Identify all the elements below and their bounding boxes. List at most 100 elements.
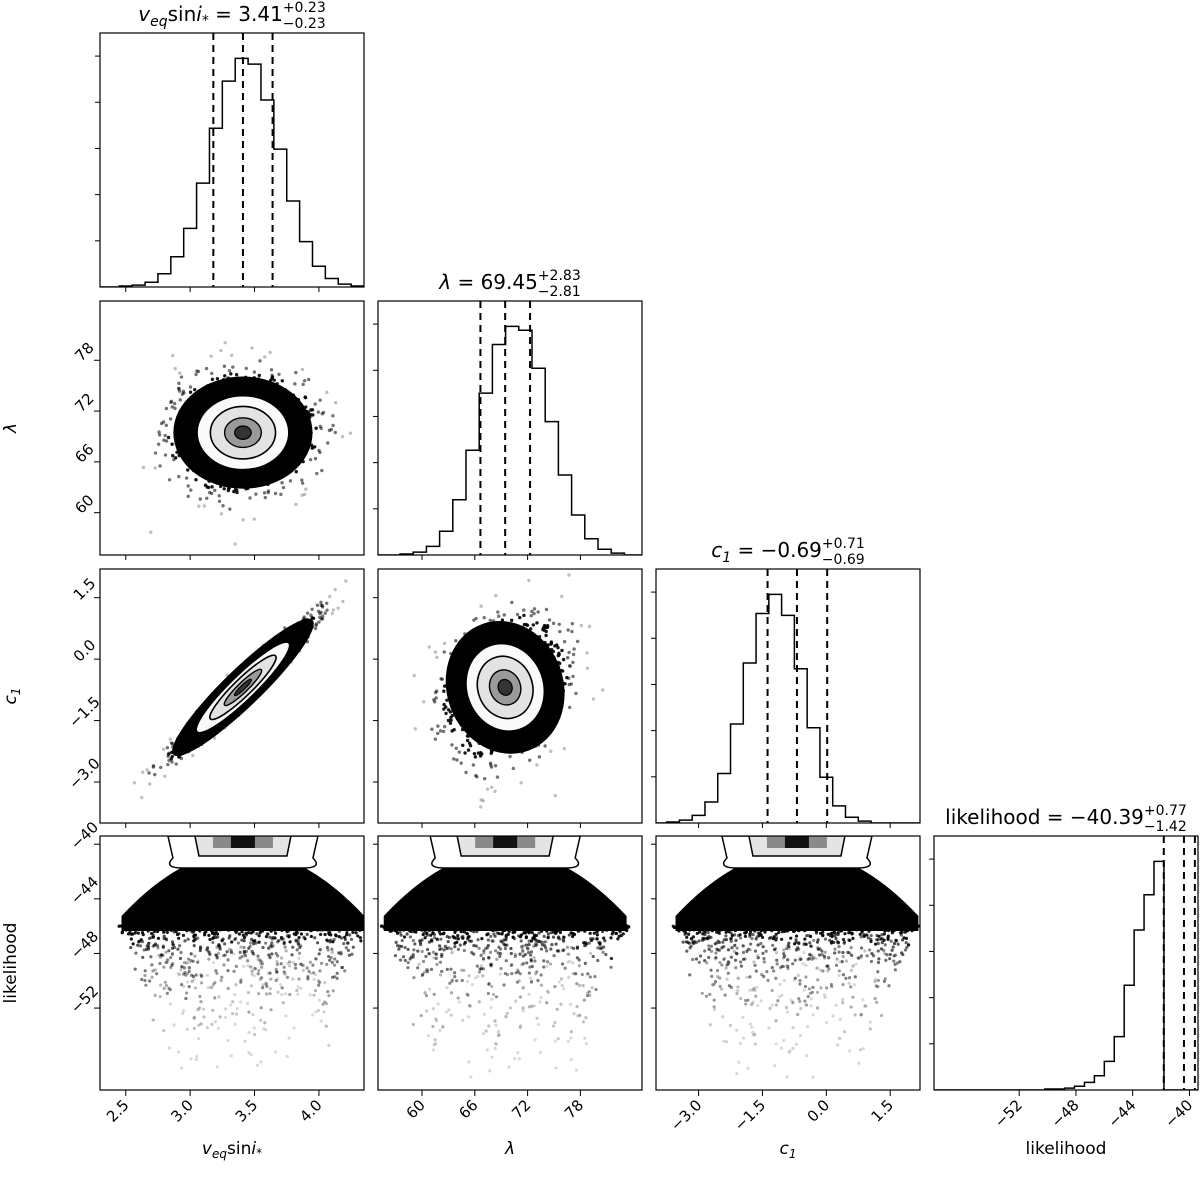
scatter-point: [293, 966, 298, 970]
scatter-point: [226, 1038, 230, 1043]
scatter-point: [129, 946, 133, 950]
scatter-point: [165, 930, 169, 934]
scatter-point: [322, 1000, 327, 1004]
scatter-point: [176, 947, 180, 951]
scatter-point: [309, 934, 313, 939]
scatter-point: [211, 1008, 215, 1012]
scatter-point: [471, 763, 476, 767]
scatter-point: [120, 930, 125, 934]
scatter-point: [256, 924, 260, 928]
scatter-point: [183, 924, 187, 928]
scatter-point: [232, 489, 236, 494]
scatter-point: [169, 400, 173, 405]
scatter-point: [226, 928, 231, 932]
scatter-point: [450, 713, 454, 718]
scatter-point: [465, 738, 470, 743]
scatter-point: [422, 700, 426, 704]
scatter-point: [150, 963, 154, 967]
scatter-point: [318, 398, 322, 402]
scatter-point: [275, 960, 279, 964]
scatter-point: [579, 623, 583, 628]
scatter-point: [205, 948, 209, 952]
scatter-point: [318, 928, 322, 932]
scatter-point: [260, 960, 264, 964]
scatter-point: [238, 950, 242, 954]
scatter-point: [198, 948, 202, 953]
scatter-point: [320, 614, 325, 618]
scatter-point: [258, 958, 263, 962]
scatter-point: [571, 674, 575, 679]
scatter-point: [193, 986, 197, 990]
scatter-point: [348, 933, 352, 937]
scatter-point: [574, 691, 578, 696]
scatter-point: [326, 989, 330, 994]
scatter-point: [246, 928, 251, 932]
scatter-point: [192, 944, 196, 948]
scatter-point: [352, 927, 357, 931]
scatter-point: [567, 650, 571, 655]
scatter-point: [252, 966, 256, 970]
scatter-point: [562, 746, 567, 751]
histogram-panel-1: [373, 300, 643, 556]
scatter-point: [177, 381, 181, 386]
density-fill: [121, 851, 364, 931]
scatter-point: [165, 958, 170, 962]
scatter-point: [273, 931, 278, 935]
scatter-point: [170, 952, 175, 956]
scatter-point: [265, 992, 269, 996]
axes-frame-2-0: [99, 568, 365, 824]
scatter-point: [532, 611, 536, 616]
scatter-point: [261, 945, 265, 950]
scatter-point: [171, 942, 175, 946]
scatter-point: [474, 773, 478, 778]
scatter-point: [207, 933, 211, 937]
scatter-point: [272, 378, 276, 382]
scatter-point: [567, 664, 572, 668]
scatter-point: [519, 781, 523, 785]
scatter-point: [351, 945, 355, 949]
scatter-point: [179, 756, 184, 761]
scatter-point: [186, 980, 190, 984]
scatter-point: [223, 340, 227, 345]
scatter-point: [455, 758, 459, 762]
scatter-point: [522, 613, 526, 618]
scatter-point: [313, 456, 318, 461]
scatter-point: [209, 354, 213, 358]
scatter-point: [182, 1008, 186, 1013]
scatter-point: [150, 931, 154, 936]
scatter-point: [502, 613, 506, 617]
scatter-point: [461, 743, 465, 748]
scatter-point: [337, 929, 341, 933]
scatter-point: [309, 613, 313, 617]
scatter-point: [306, 377, 311, 382]
scatter-point: [308, 960, 312, 964]
scatter-point: [326, 948, 330, 952]
scatter-point: [234, 373, 239, 377]
scatter-point: [442, 641, 447, 646]
scatter-point: [267, 953, 271, 957]
scatter-point: [246, 990, 251, 995]
scatter-point: [446, 708, 451, 712]
scatter-point: [311, 445, 315, 450]
scatter-point: [144, 947, 149, 952]
scatter-point: [318, 969, 322, 973]
scatter-point: [186, 494, 190, 499]
scatter-point: [259, 926, 263, 931]
scatter-point: [252, 953, 256, 957]
scatter-point: [297, 951, 302, 955]
scatter-point: [194, 372, 198, 377]
scatter-point: [168, 1002, 172, 1006]
scatter-point: [185, 961, 189, 965]
histogram-panel-0: [95, 32, 365, 288]
scatter-point: [210, 485, 214, 489]
scatter-point: [153, 772, 157, 777]
scatter-point: [549, 640, 554, 644]
scatter-point: [223, 942, 227, 946]
scatter-point: [281, 937, 285, 941]
scatter-point: [229, 950, 233, 954]
scatter-point: [282, 970, 286, 974]
scatter-point: [314, 1010, 318, 1014]
scatter-point: [192, 977, 196, 981]
scatter-point: [256, 957, 260, 961]
scatter-point: [295, 988, 299, 993]
